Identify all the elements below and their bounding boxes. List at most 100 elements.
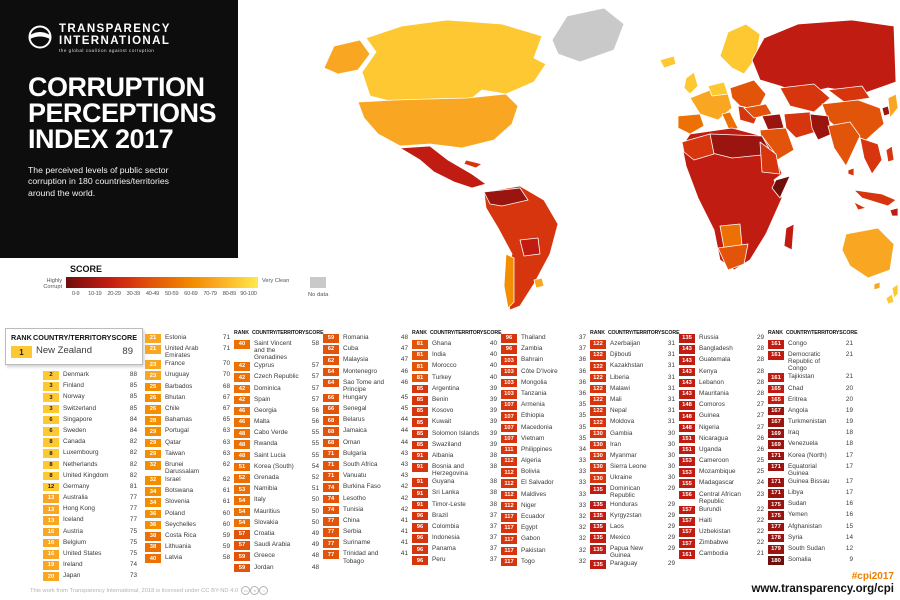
table-row: 161 Cambodia 21 [679, 549, 768, 560]
rank-badge: 13 [43, 494, 59, 503]
country-score: 43 [400, 460, 408, 468]
table-column-6: 96 Thailand 37 96 Zambia 37 103 Bahrain 36 103 Côt… [501, 328, 590, 568]
rank-badge: 135 [590, 545, 606, 554]
country-score: 31 [667, 351, 675, 359]
country-name: Grenada [254, 474, 279, 482]
rank-badge: 143 [679, 356, 695, 365]
table-header-row: RANK COUNTRY/TERRITORY SCORE [590, 328, 680, 337]
country-name: Mozambique [699, 468, 736, 476]
country-name: Guinea Bissau [788, 477, 830, 485]
column-header-score: SCORE [839, 329, 858, 336]
country-name: Israel [165, 476, 181, 484]
map-indonesia-south [853, 201, 867, 211]
table-row: 96 Peru 37 [412, 555, 501, 566]
country-score: 50 [311, 518, 319, 526]
country-score: 16 [845, 511, 853, 519]
country-name: Argentina [432, 384, 460, 392]
country-name: Uruguay [165, 371, 190, 379]
country-name: Djibouti [610, 351, 632, 359]
rank-badge: 130 [590, 440, 606, 450]
country-score: 45 [400, 393, 408, 401]
table-row: 74 Burkina Faso 42 [323, 482, 412, 493]
rank-badge: 96 [412, 511, 428, 521]
country-score: 39 [489, 384, 497, 392]
rank-badge: 157 [679, 516, 695, 526]
country-score: 35 [578, 423, 586, 431]
country-score: 12 [845, 545, 853, 553]
country-score: 39 [489, 440, 497, 448]
table-header-row: RANK COUNTRY/TERRITORY SCORE [768, 328, 858, 337]
table-row: 91 Albania 38 [412, 451, 501, 462]
rank-badge: 13 [43, 505, 59, 514]
country-score: 60 [222, 509, 230, 517]
country-name: Netherlands [63, 460, 98, 468]
country-name: Thailand [521, 334, 546, 341]
table-row: 177 Afghanistan 15 [768, 522, 857, 533]
no-data-label: No data [308, 292, 329, 298]
rank-badge: 107 [501, 434, 517, 444]
country-name: Algeria [521, 457, 541, 465]
rank-badge: 36 [145, 520, 161, 530]
country-name: Sierra Leone [610, 463, 647, 471]
map-chile [503, 253, 515, 309]
country-name: Croatia [254, 529, 275, 537]
country-score: 41 [400, 539, 408, 547]
table-row: 161 Tajikistan 21 [768, 372, 857, 383]
rank-badge: 103 [501, 378, 517, 388]
country-name: Burundi [699, 505, 722, 513]
map-mongolia [827, 85, 871, 103]
country-name: Paraguay [610, 560, 638, 568]
table-row: 51 Korea (South) 54 [234, 462, 323, 473]
table-row: 130 Myanmar 30 [590, 451, 679, 462]
column-header-rank: RANK [412, 329, 427, 336]
table-row: 153 Mozambique 25 [679, 467, 768, 478]
country-name: Syria [788, 533, 803, 541]
country-name: Haiti [699, 516, 712, 524]
country-score: 28 [756, 378, 764, 386]
country-score: 18 [845, 429, 853, 437]
rank-badge: 96 [412, 556, 428, 566]
country-name: Malawi [610, 384, 630, 392]
country-score: 31 [667, 407, 675, 415]
rank-badge: 161 [768, 351, 784, 360]
country-score: 27 [756, 401, 764, 409]
country-name: Burkina Faso [343, 483, 381, 491]
rank-badge: 71 [323, 460, 339, 470]
country-name: United Arab Emirates [165, 345, 199, 360]
legend-tick-label: 40-49 [145, 291, 160, 297]
rank-badge: 117 [501, 557, 517, 567]
rank-badge: 153 [679, 457, 695, 466]
legend-tick-label: 50-59 [164, 291, 179, 297]
country-name: Madagascar [699, 479, 735, 487]
legend-tick-label: 60-69 [184, 291, 198, 297]
country-score: 81 [129, 482, 137, 490]
table-row: 6 Sweden 84 [43, 426, 141, 437]
country-name: Chad [788, 384, 804, 392]
rank-badge: 12 [43, 482, 59, 492]
rank-badge: 32 [145, 476, 161, 485]
license-text: This work from Transparency Internationa… [30, 587, 239, 594]
table-row: 167 Turkmenistan 19 [768, 417, 857, 428]
country-score: 33 [578, 479, 586, 487]
country-score: 82 [129, 460, 137, 468]
country-score: 29 [667, 545, 675, 553]
rank-badge: 77 [323, 516, 339, 526]
country-score: 57 [311, 373, 319, 381]
legend-tick-label: 30-39 [126, 291, 141, 297]
map-venezuela [483, 187, 529, 207]
country-score: 22 [756, 528, 764, 536]
map-southeast-asia [859, 137, 883, 175]
rank-badge: 68 [323, 438, 339, 448]
country-score: 31 [667, 384, 675, 392]
country-score: 32 [578, 557, 586, 565]
title-line-2: PERCEPTIONS [28, 97, 217, 128]
rank-badge: 161 [768, 373, 784, 382]
website-url[interactable]: www.transparency.org/cpi [751, 582, 894, 595]
hashtag-cpi2017[interactable]: #cpi2017 [851, 571, 894, 583]
country-score: 19 [845, 406, 853, 414]
table-row: 135 Russia 29 [679, 333, 768, 344]
map-south-america [483, 185, 559, 311]
country-name: Afghanistan [788, 522, 822, 530]
country-score: 40 [489, 362, 497, 370]
rank-badge: 74 [323, 494, 339, 504]
